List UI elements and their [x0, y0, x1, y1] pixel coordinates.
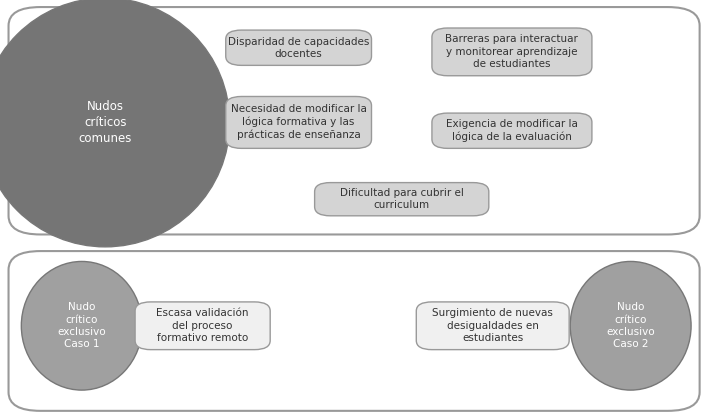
Ellipse shape	[0, 0, 230, 247]
FancyBboxPatch shape	[226, 96, 371, 148]
FancyBboxPatch shape	[432, 113, 592, 148]
Text: Barreras para interactuar
y monitorear aprendizaje
de estudiantes: Barreras para interactuar y monitorear a…	[446, 34, 578, 69]
Text: Dificultad para cubrir el
curriculum: Dificultad para cubrir el curriculum	[340, 188, 464, 210]
Text: Surgimiento de nuevas
desigualdades en
estudiantes: Surgimiento de nuevas desigualdades en e…	[432, 308, 553, 343]
Text: Nudo
crítico
exclusivo
Caso 2: Nudo crítico exclusivo Caso 2	[606, 302, 655, 349]
Text: Necesidad de modificar la
lógica formativa y las
prácticas de enseñanza: Necesidad de modificar la lógica formati…	[230, 105, 367, 140]
FancyBboxPatch shape	[9, 251, 700, 411]
Text: Disparidad de capacidades
docentes: Disparidad de capacidades docentes	[228, 37, 369, 59]
Text: Nudo
crítico
exclusivo
Caso 1: Nudo crítico exclusivo Caso 1	[58, 302, 106, 349]
FancyBboxPatch shape	[226, 30, 371, 65]
Text: Nudos
críticos
comunes: Nudos críticos comunes	[78, 100, 132, 145]
FancyBboxPatch shape	[135, 302, 270, 349]
FancyBboxPatch shape	[432, 28, 592, 76]
Text: Exigencia de modificar la
lógica de la evaluación: Exigencia de modificar la lógica de la e…	[446, 119, 578, 142]
FancyBboxPatch shape	[314, 183, 489, 216]
Ellipse shape	[21, 261, 142, 390]
Ellipse shape	[570, 261, 691, 390]
Text: Escasa validación
del proceso
formativo remoto: Escasa validación del proceso formativo …	[156, 308, 249, 343]
FancyBboxPatch shape	[416, 302, 569, 349]
FancyBboxPatch shape	[9, 7, 700, 234]
